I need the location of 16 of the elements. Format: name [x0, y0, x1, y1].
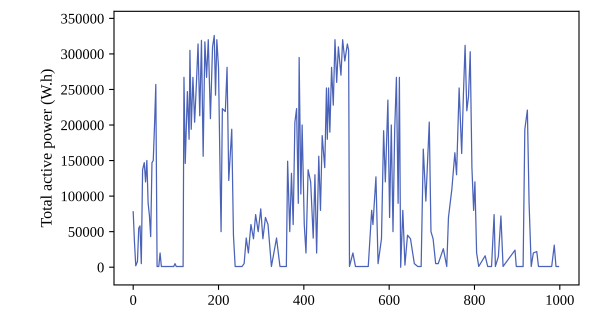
y-tick-label: 0	[98, 262, 104, 272]
x-tick-label: 800	[464, 295, 485, 305]
y-tick-label: 50000	[68, 227, 104, 237]
x-tick-label: 400	[293, 295, 314, 305]
y-tick-label: 350000	[61, 14, 104, 24]
line-series	[132, 34, 560, 268]
x-tick-label: 200	[208, 295, 229, 305]
y-tick-label: 250000	[61, 84, 104, 95]
x-tick-label: 1000	[546, 295, 574, 305]
x-tick-label: 600	[378, 295, 400, 305]
y-tick-label: 150000	[62, 156, 104, 166]
y-tick-label: 100000	[62, 191, 104, 202]
y-tick-label: 300000	[61, 49, 104, 60]
x-tick-label: 0	[130, 295, 136, 305]
y-tick-label: 200000	[61, 120, 104, 130]
y-axis-title: Total active power (W.h)	[40, 69, 55, 228]
